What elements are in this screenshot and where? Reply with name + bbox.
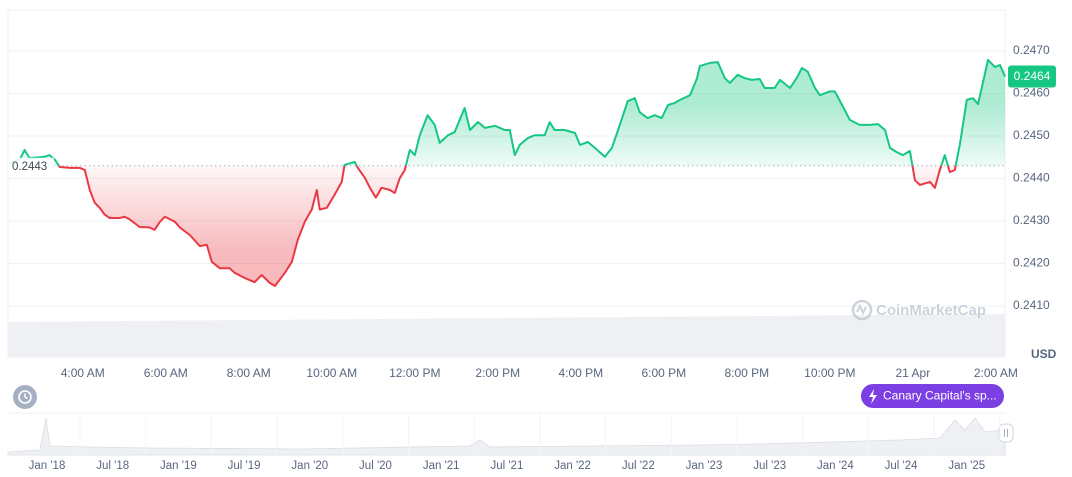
navigator-label: Jan '20: [291, 460, 328, 472]
navigator-label: Jan '21: [423, 460, 460, 472]
current-price-badge: [1008, 65, 1056, 88]
x-tick-label: 6:00 PM: [641, 366, 686, 380]
baseline-label-bg: [8, 157, 54, 174]
watermark: CoinMarketCap: [851, 299, 986, 321]
volume-band: [8, 314, 1005, 357]
x-tick-label: 10:00 AM: [306, 366, 357, 380]
navigator-label: Jul '19: [228, 460, 261, 472]
navigator-label: Jul '18: [96, 460, 129, 472]
x-tick-label: 8:00 PM: [724, 366, 769, 380]
x-tick-label: 6:00 AM: [144, 366, 188, 380]
x-tick-label: 21 Apr: [896, 366, 931, 380]
y-tick-label: 0.2440: [1013, 171, 1050, 185]
area-up: [9, 59, 1005, 166]
area-down: [9, 165, 1005, 286]
baseline-label: 0.2443: [12, 161, 47, 173]
event-text: Canary Capital's sp...: [883, 389, 997, 403]
navigator-label: Jan '25: [948, 460, 985, 472]
navigator-label: Jul '20: [359, 460, 392, 472]
y-tick-label: 0.2460: [1013, 86, 1050, 100]
x-tick-label: 2:00 PM: [475, 366, 520, 380]
y-tick-label: 0.2450: [1013, 128, 1050, 142]
navigator-label: Jan '19: [160, 460, 197, 472]
navigator: [7, 412, 1014, 456]
y-tick-label: 0.2430: [1013, 213, 1050, 227]
watermark-text: CoinMarketCap: [876, 302, 986, 319]
navigator-label: Jul '23: [753, 460, 786, 472]
x-tick-label: 4:00 AM: [61, 366, 105, 380]
price-line-down: [57, 165, 957, 287]
x-tick-label: 8:00 AM: [227, 366, 271, 380]
x-tick-label: 12:00 PM: [389, 366, 440, 380]
navigator-label: Jan '22: [554, 460, 591, 472]
x-tick-label: 4:00 PM: [558, 366, 603, 380]
history-button[interactable]: [13, 385, 37, 409]
navigator-labels: Jan '18 Jul '18 Jan '19 Jul '19 Jan '20 Jul '…: [29, 413, 1001, 472]
x-tick-label: 10:00 PM: [804, 366, 855, 380]
event-badge[interactable]: Canary Capital's sp...: [861, 384, 1004, 408]
navigator-label: Jan '18: [29, 460, 66, 472]
current-price-label: 0.2464: [1014, 69, 1051, 83]
y-tick-label: 0.2470: [1013, 43, 1050, 57]
y-tick-label: 0.2410: [1013, 298, 1050, 312]
currency: USD: [1031, 347, 1057, 361]
navigator-label: Jul '21: [490, 460, 523, 472]
navigator-label: Jan '23: [686, 460, 723, 472]
navigator-label: Jul '24: [885, 460, 918, 472]
x-tick-label: 2:00 AM: [974, 366, 1018, 380]
plot: 0.2443 0.2464: [8, 58, 1056, 287]
price-line-up: [9, 58, 1006, 166]
navigator-label: Jul '22: [622, 460, 655, 472]
navigator-label: Jan '24: [817, 460, 854, 472]
y-tick-label: 0.2420: [1013, 256, 1050, 270]
